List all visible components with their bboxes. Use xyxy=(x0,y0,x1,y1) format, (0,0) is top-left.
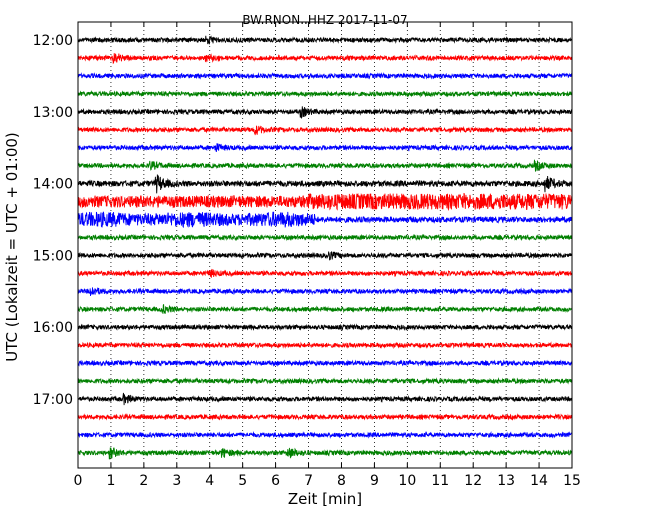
trace-line xyxy=(77,287,573,296)
y-tick-label: 12:00 xyxy=(33,33,73,49)
x-tick-label: 15 xyxy=(563,473,581,489)
x-tick-label: 11 xyxy=(431,473,449,489)
x-tick-label: 4 xyxy=(205,473,214,489)
x-tick-label: 3 xyxy=(172,473,181,489)
x-tick-label: 9 xyxy=(370,473,379,489)
trace-line xyxy=(77,211,573,229)
x-tick-label: 10 xyxy=(398,473,416,489)
x-tick-label: 8 xyxy=(337,473,346,489)
trace-line xyxy=(77,430,573,439)
y-tick-label: 16:00 xyxy=(33,320,73,336)
x-tick-label: 5 xyxy=(238,473,247,489)
y-tick-label: 15:00 xyxy=(33,248,73,264)
trace-line xyxy=(77,72,573,80)
trace-line xyxy=(77,359,573,367)
y-axis-label: UTC (Lokalzeit = UTC + 01:00) xyxy=(3,132,21,362)
x-tick-label: 2 xyxy=(139,473,148,489)
trace-line xyxy=(77,233,573,242)
trace-line xyxy=(77,377,573,385)
trace-line xyxy=(77,341,573,350)
x-tick-label: 7 xyxy=(304,473,313,489)
x-tick-label: 6 xyxy=(271,473,280,489)
trace-line xyxy=(77,392,573,406)
trace-line xyxy=(77,304,573,314)
x-axis-ticks: 0 1 2 3 4 5 6 7 8 9 10 11 12 13 14 15 xyxy=(74,22,581,489)
x-tick-label: 14 xyxy=(530,473,548,489)
trace-line xyxy=(77,447,573,460)
trace-line xyxy=(77,106,573,120)
y-tick-label: 14:00 xyxy=(33,177,73,193)
trace-line xyxy=(77,35,573,45)
x-axis-label: Zeit [min] xyxy=(288,490,362,508)
trace-line xyxy=(77,413,573,421)
trace-line xyxy=(77,192,573,212)
trace-line xyxy=(77,53,573,65)
trace-line xyxy=(77,174,573,194)
trace-line xyxy=(77,89,573,98)
chart-title: BW.RNON..HHZ 2017-11-07 xyxy=(242,13,407,27)
trace-line xyxy=(77,125,573,136)
x-tick-label: 0 xyxy=(74,473,83,489)
x-tick-label: 13 xyxy=(497,473,515,489)
x-tick-label: 12 xyxy=(464,473,482,489)
trace-line xyxy=(77,251,573,261)
trace-line xyxy=(77,268,573,278)
y-tick-label: 17:00 xyxy=(33,392,73,408)
trace-line xyxy=(77,143,573,153)
y-tick-label: 13:00 xyxy=(33,105,73,121)
plot-frame xyxy=(77,21,573,469)
trace-line xyxy=(77,159,573,172)
seismic-traces xyxy=(77,35,573,460)
y-axis-ticks: 12:00 13:00 14:00 15:00 16:00 17:00 xyxy=(33,33,572,408)
trace-line xyxy=(77,323,573,332)
x-tick-label: 1 xyxy=(106,473,115,489)
